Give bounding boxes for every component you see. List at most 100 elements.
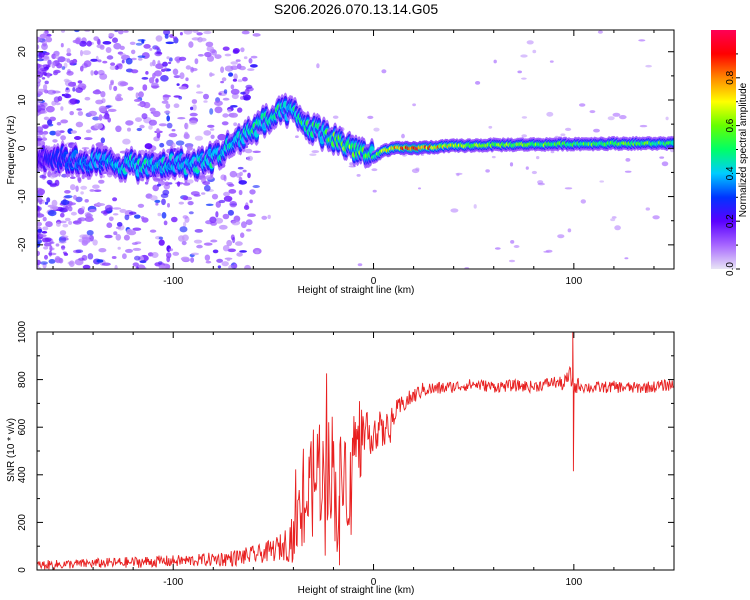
spectrogram-noise-blob <box>112 37 118 43</box>
spectrogram-noise-blob <box>371 168 378 172</box>
spectrogram-noise-blob <box>96 44 104 49</box>
spectrogram-noise-blob <box>60 199 70 206</box>
spectrogram-noise-blob <box>184 131 189 139</box>
spectrogram-noise-blob <box>51 199 58 207</box>
spectrogram-noise-blob <box>114 30 119 33</box>
spectrogram-noise-blob <box>232 49 239 54</box>
spectrogram-noise-blob <box>611 216 617 219</box>
spectrogram-noise-blob <box>157 60 161 66</box>
spectrogram-noise-blob <box>112 207 122 210</box>
spectrogram-noise-blob <box>158 123 167 127</box>
spectrogram-noise-blob <box>665 116 669 121</box>
spectrogram-noise-blob <box>42 133 46 139</box>
snr-ytick-label: 600 <box>17 418 28 435</box>
spectrogram-noise-blob <box>560 133 566 136</box>
spectrogram-noise-blob <box>61 245 66 251</box>
spectrogram-noise-blob <box>240 47 245 53</box>
spectrogram-noise-blob <box>233 122 238 127</box>
spectrogram-noise-blob <box>138 266 147 269</box>
spectrogram-noise-blob <box>217 133 227 141</box>
spectrogram-noise-blob <box>92 239 98 246</box>
spectrogram-noise-blob <box>155 202 159 206</box>
snr-series-line <box>37 332 674 570</box>
spectrogram-noise-blob <box>214 100 223 106</box>
spectrogram-noise-blob <box>37 266 41 269</box>
spectrogram-noise-blob <box>84 199 89 203</box>
spectrogram-noise-blob <box>115 226 122 230</box>
spectrogram-noise-blob <box>93 70 99 76</box>
spectrogram-noise-blob <box>90 70 94 76</box>
spectrogram-noise-blob <box>132 247 142 251</box>
spectrogram-noise-blob <box>418 187 421 190</box>
spectrogram-noise-blob <box>231 220 241 226</box>
spectrogram-noise-blob <box>80 191 84 195</box>
spectrogram-noise-blob <box>84 137 93 141</box>
spectrogram-noise-blob <box>176 83 180 86</box>
spectrogram-noise-blob <box>41 43 48 50</box>
spectrogram-noise-blob <box>316 63 320 69</box>
spectrogram-noise-blob <box>45 36 53 43</box>
spectrogram-noise-blob <box>179 72 185 80</box>
spectrogram-noise-blob <box>141 113 148 120</box>
spectrogram-noise-blob <box>108 32 114 37</box>
spectrogram-noise-blob <box>164 110 171 114</box>
spectrogram-noise-blob <box>152 184 159 192</box>
spectrogram-noise-blob <box>38 234 47 238</box>
spectrogram-noise-blob <box>161 212 167 219</box>
spectrogram-noise-blob <box>218 224 228 230</box>
spectrogram-noise-blob <box>68 206 73 212</box>
spectrogram-noise-blob <box>92 116 100 121</box>
spectrogram-data <box>37 30 674 269</box>
spectrogram-noise-blob <box>37 221 42 227</box>
spectrogram-noise-blob <box>84 96 91 101</box>
spectrogram-noise-blob <box>39 110 48 114</box>
spectrogram-noise-blob <box>60 43 64 48</box>
spectrogram-noise-blob <box>148 77 155 84</box>
spectrogram-noise-blob <box>178 201 184 205</box>
spectrogram-noise-blob <box>567 228 572 233</box>
spectrogram-noise-blob <box>172 68 179 76</box>
spectrogram-noise-blob <box>156 132 161 139</box>
spectrogram-noise-blob <box>137 203 145 208</box>
spectrogram-noise-blob <box>149 229 157 233</box>
spectrogram-noise-blob <box>311 150 320 154</box>
spectrogram-noise-blob <box>187 179 194 184</box>
spectrogram-noise-blob <box>46 72 51 79</box>
spectrogram-noise-blob <box>161 100 169 104</box>
spectrogram-noise-blob <box>238 189 243 196</box>
spectrogram-noise-blob <box>72 87 76 92</box>
spectrogram-noise-blob <box>59 220 67 224</box>
spectrogram-noise-blob <box>45 105 55 113</box>
spectrogram-noise-blob <box>111 256 117 259</box>
spectrogram-noise-blob <box>115 234 122 241</box>
spectrogram-noise-blob <box>332 115 339 119</box>
spectrogram-noise-blob <box>230 84 235 90</box>
snr-xlabel: Height of straight line (km) <box>298 585 415 596</box>
spectrogram-noise-blob <box>88 149 92 154</box>
spectrogram-noise-blob <box>233 73 238 80</box>
spectrogram-noise-blob <box>64 217 71 222</box>
spectrogram-noise-blob <box>525 166 529 170</box>
spectrogram-noise-blob <box>155 35 163 42</box>
spectrogram-noise-blob <box>45 65 50 69</box>
spectrogram-noise-blob <box>520 54 528 58</box>
spectrogram-noise-blob <box>218 199 226 204</box>
spectrogram-noise-blob <box>37 74 40 80</box>
spectrogram-noise-blob <box>125 57 133 65</box>
spectrogram-noise-blob <box>509 162 514 167</box>
spectrogram-noise-blob <box>46 119 52 126</box>
spectrogram-noise-blob <box>242 169 247 173</box>
spectrogram-noise-blob <box>401 133 405 139</box>
spectrogram-noise-blob <box>134 241 142 245</box>
spectrogram-noise-blob <box>526 40 534 45</box>
spectrogram-noise-blob <box>95 99 104 105</box>
spectrogram-noise-blob <box>249 189 256 195</box>
spectrogram-noise-blob <box>100 137 106 144</box>
spectrogram-noise-blob <box>187 201 194 206</box>
spectrogram-noise-blob <box>115 125 122 133</box>
spectrogram-noise-blob <box>203 242 213 246</box>
spectrogram-noise-blob <box>186 146 193 151</box>
spectrogram-noise-blob <box>158 265 166 269</box>
spectrogram-noise-blob <box>69 59 74 66</box>
spectrogram-noise-blob <box>239 250 248 253</box>
